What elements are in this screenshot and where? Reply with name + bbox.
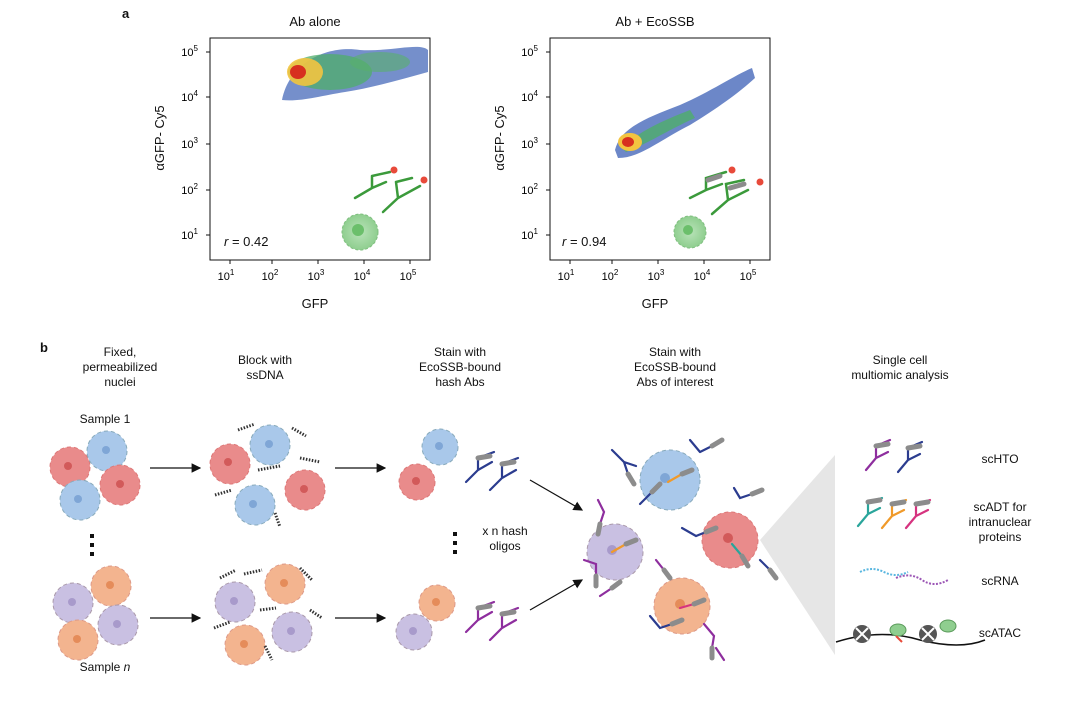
panel-b-letter: b: [40, 340, 48, 355]
step1-caption: Fixed, permeabilized nuclei: [60, 345, 180, 390]
output-scatac-icon: [835, 619, 986, 646]
step4-line3: Abs of interest: [636, 375, 714, 389]
plot2-r-value: = 0.94: [569, 234, 607, 249]
plot2-x-ticklabels: 101 102 103 104 105: [558, 268, 757, 283]
step4-line2: EcoSSB-bound: [633, 360, 717, 374]
plot2-scatter: [615, 68, 755, 158]
plot2-axes: [546, 51, 751, 264]
step2-top-cells: [209, 424, 326, 526]
step1-line3: nuclei: [104, 375, 136, 389]
step1-line2: permeabilized: [82, 360, 158, 374]
hash-oligos-note: x n hash oligos: [470, 524, 540, 554]
sample-n-prefix: Sample: [79, 660, 124, 674]
output-schto-label: scHTO: [981, 452, 1019, 466]
step3-cells: [395, 428, 459, 651]
output-scadt-icon: [856, 496, 932, 530]
vertical-ellipsis-2: [453, 532, 457, 554]
step3-line3: hash Abs: [435, 375, 485, 389]
sample-n-italic: n: [123, 660, 131, 674]
plot1-xtick-1: 101: [218, 268, 235, 283]
scadt-line3: proteins: [978, 530, 1022, 544]
step2-line1: Block with: [237, 353, 293, 367]
step4-caption: Stain with EcoSSB-bound Abs of interest: [615, 345, 735, 390]
plot1-axes: [206, 51, 411, 264]
hash-note-line2: oligos: [489, 539, 521, 553]
sample1-label: Sample 1: [79, 412, 131, 426]
plot1-r-stat: r = 0.42: [224, 234, 268, 249]
plot1-r-value: = 0.42: [231, 234, 269, 249]
output-schto-icon: [864, 438, 924, 474]
step2-bottom-cells: [214, 563, 313, 666]
step1-line1: Fixed,: [103, 345, 137, 359]
panel-a-figure: 101 102 103 104 105 101 102 103 104 105 …: [181, 37, 771, 283]
plot2-ytick-5: 105: [521, 44, 538, 59]
plot2-inset-cell-icon: [673, 215, 707, 249]
step2-bottom-ssdna-icon: [213, 566, 323, 661]
plot2-xtick-4: 104: [694, 268, 711, 283]
plot1-ytick-2: 102: [181, 182, 198, 197]
plot1-x-ticklabels: 101 102 103 104 105: [218, 268, 417, 283]
step4-antibody-icons: [582, 437, 779, 662]
plot1-r-symbol: r: [224, 234, 229, 249]
plot1-ytick-3: 103: [181, 136, 198, 151]
arrow-3-bottom: [529, 579, 584, 611]
plot2-r-stat: r = 0.94: [562, 234, 606, 249]
plot2-ytick-3: 103: [521, 136, 538, 151]
plot2-xlabel: GFP: [641, 296, 669, 311]
output-scadt-label: scADT for intranuclear proteins: [955, 500, 1045, 545]
step5-caption: Single cell multiomic analysis: [830, 353, 970, 383]
plot2-y-ticklabels: 101 102 103 104 105: [521, 44, 538, 242]
plot1-inset-cell-icon: [341, 213, 379, 251]
step3-line2: EcoSSB-bound: [418, 360, 502, 374]
step3-line1: Stain with: [433, 345, 487, 359]
plot1-xtick-2: 102: [262, 268, 279, 283]
plot2-ytick-1: 101: [521, 227, 538, 242]
plot2-xtick-2: 102: [602, 268, 619, 283]
step4-line1: Stain with: [648, 345, 702, 359]
output-scrna-icon: [859, 568, 949, 585]
plot2-xtick-5: 105: [740, 268, 757, 283]
step2-top-ssdna-icon: [214, 422, 321, 528]
output-scatac-label: scATAC: [978, 626, 1022, 640]
step1-sample-n-cells: [52, 565, 139, 661]
plot1-xtick-3: 103: [308, 268, 325, 283]
plot2-inset-antibody-icon: [688, 166, 764, 216]
plot1-frame: [209, 37, 431, 261]
plot1-xtick-5: 105: [400, 268, 417, 283]
plot1-title: Ab alone: [289, 14, 341, 29]
scadt-line1: scADT for: [973, 500, 1027, 514]
plot1-xlabel: GFP: [301, 296, 329, 311]
output-scrna-label: scRNA: [981, 574, 1019, 588]
plot1-y-ticklabels: 101 102 103 104 105: [181, 44, 198, 242]
plot2-ytick-4: 104: [521, 89, 538, 104]
plot2-ytick-2: 102: [521, 182, 538, 197]
output-funnel-shade: [760, 455, 835, 655]
plot1-xtick-4: 104: [354, 268, 371, 283]
vertical-ellipsis-1: [90, 534, 94, 556]
step5-line2: multiomic analysis: [851, 368, 949, 382]
plot2-frame: [549, 37, 771, 261]
hash-note-line1: x n hash: [482, 524, 528, 538]
step3-hash-antibody-icons: [464, 450, 520, 642]
scadt-line2: intranuclear: [968, 515, 1032, 529]
plot1-ytick-1: 101: [181, 227, 198, 242]
step2-caption: Block with ssDNA: [215, 353, 315, 383]
step3-caption: Stain with EcoSSB-bound hash Abs: [400, 345, 520, 390]
step4-stained-cells: [586, 449, 759, 635]
panel-b-figure: [49, 422, 986, 666]
plot2-title: Ab + EcoSSB: [615, 14, 695, 29]
step2-line2: ssDNA: [246, 368, 284, 382]
step5-line1: Single cell: [872, 353, 928, 367]
plot2-xtick-1: 101: [558, 268, 575, 283]
plot1-ytick-5: 105: [181, 44, 198, 59]
arrow-3-top: [529, 479, 584, 511]
panel-a-letter: a: [122, 6, 130, 21]
step1-sample1-cells: [49, 430, 141, 521]
plot2-xtick-3: 103: [648, 268, 665, 283]
plot1-ytick-4: 104: [181, 89, 198, 104]
sample-n-label: Sample n: [60, 660, 150, 675]
plot2-r-symbol: r: [562, 234, 567, 249]
plot1-inset-antibody-icon: [353, 166, 428, 214]
plot1-scatter: [282, 46, 428, 101]
